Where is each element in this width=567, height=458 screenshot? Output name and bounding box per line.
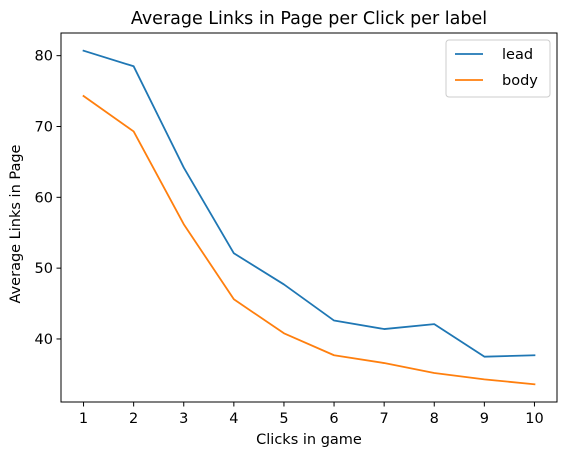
x-tick-label: 2	[129, 411, 138, 427]
x-tick-label: 3	[179, 411, 188, 427]
x-tick-label: 9	[480, 411, 489, 427]
x-axis: 1 2 3 4 5 6 7 8 9 10	[79, 402, 544, 427]
y-axis: 40 50 60 70 80	[35, 49, 61, 348]
y-axis-label: Average Links in Page	[8, 144, 24, 303]
series-line-lead	[82, 49, 536, 358]
x-tick-label: 10	[525, 411, 543, 427]
y-tick-label: 40	[35, 332, 53, 348]
chart-title: Average Links in Page per Click per labe…	[131, 9, 487, 29]
y-tick-label: 70	[35, 119, 53, 135]
x-tick-label: 8	[430, 411, 439, 427]
series-layer	[82, 49, 536, 386]
y-tick-label: 50	[35, 261, 53, 277]
legend-label-lead: lead	[502, 47, 533, 63]
x-tick-label: 5	[279, 411, 288, 427]
x-tick-label: 7	[380, 411, 389, 427]
y-tick-label: 80	[35, 49, 53, 65]
x-tick-label: 1	[79, 411, 88, 427]
legend-label-body: body	[502, 73, 538, 89]
series-line-body	[82, 94, 536, 386]
x-tick-label: 6	[329, 411, 338, 427]
x-axis-label: Clicks in game	[256, 432, 362, 448]
x-tick-label: 4	[229, 411, 238, 427]
plot-frame	[60, 32, 558, 403]
legend: lead body	[445, 39, 551, 98]
y-tick-label: 60	[35, 190, 53, 206]
